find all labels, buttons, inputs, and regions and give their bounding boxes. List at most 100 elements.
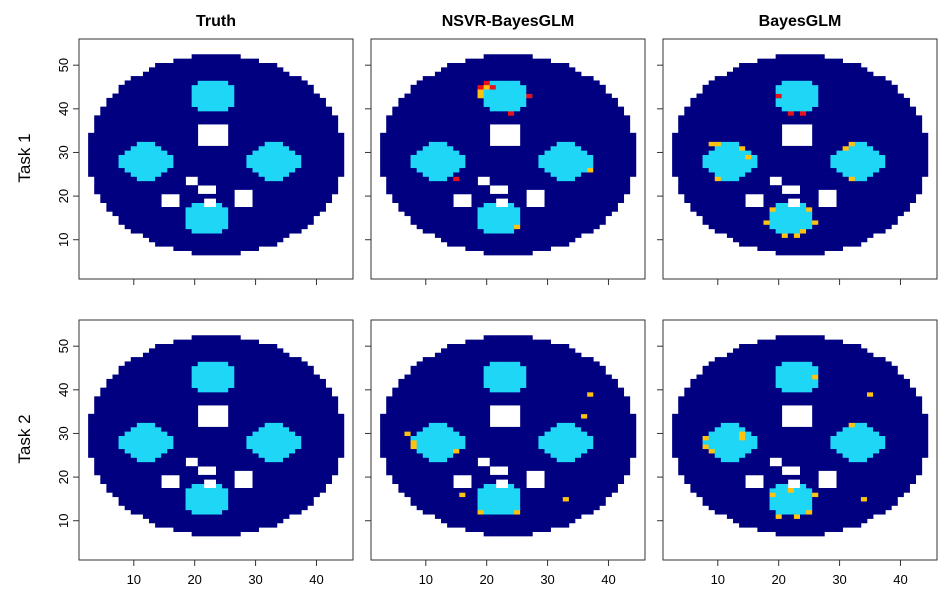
cell-background: [599, 194, 605, 199]
cell-background: [818, 181, 824, 186]
cell-background: [763, 63, 769, 68]
cell-active: [222, 107, 228, 112]
cell-active: [161, 155, 167, 160]
cell-active: [849, 172, 855, 177]
cell-background: [727, 89, 733, 94]
cell-background: [849, 233, 855, 238]
cell-background: [897, 146, 903, 151]
cell-background: [678, 190, 684, 195]
cell-active: [210, 216, 216, 221]
cell-background: [222, 63, 228, 68]
cell-background: [228, 54, 234, 59]
cell-background: [271, 238, 277, 243]
cell-background: [404, 111, 410, 116]
cell-background: [112, 466, 118, 471]
cell-background: [526, 150, 532, 155]
cell-background: [222, 159, 228, 164]
cell-active: [149, 449, 155, 454]
cell-background: [745, 185, 751, 190]
cell-background: [782, 67, 788, 72]
cell-background: [532, 185, 538, 190]
cell-background: [167, 514, 173, 519]
cell-background: [88, 423, 94, 428]
cell-background: [143, 80, 149, 85]
cell-background: [441, 111, 447, 116]
cell-active: [423, 159, 429, 164]
cell-background: [161, 488, 167, 493]
cell-background: [757, 150, 763, 155]
cell-background: [855, 115, 861, 120]
cell-background: [696, 181, 702, 186]
cell-background: [690, 150, 696, 155]
cell-background: [137, 190, 143, 195]
cell-background: [179, 150, 185, 155]
cell-background: [161, 366, 167, 371]
cell-background: [904, 111, 910, 116]
cell-active: [137, 150, 143, 155]
cell-background: [538, 72, 544, 77]
cell-background: [569, 238, 575, 243]
cell-background: [173, 505, 179, 510]
cell-background: [885, 194, 891, 199]
cell-background: [891, 194, 897, 199]
cell-background: [465, 168, 471, 173]
cell-background: [198, 59, 204, 64]
cell-background: [106, 168, 112, 173]
cell-background: [210, 115, 216, 120]
cell-active: [271, 168, 277, 173]
cell-background: [891, 155, 897, 160]
cell-background: [630, 159, 636, 164]
cell-background: [386, 190, 392, 195]
cell-active: [563, 155, 569, 160]
cell-background: [490, 181, 496, 186]
cell-background: [739, 85, 745, 90]
cell-background: [471, 185, 477, 190]
cell-background: [94, 462, 100, 467]
cell-background: [234, 251, 240, 256]
cell-background: [253, 67, 259, 72]
cell-background: [246, 242, 252, 247]
cell-background: [386, 146, 392, 151]
cell-background: [721, 111, 727, 116]
cell-active: [441, 163, 447, 168]
cell-background: [861, 67, 867, 72]
cell-background: [240, 181, 246, 186]
cell-background: [313, 190, 319, 195]
cell-background: [800, 150, 806, 155]
cell-background: [751, 168, 757, 173]
cell-background: [161, 185, 167, 190]
cell-background: [538, 216, 544, 221]
cell-background: [478, 102, 484, 107]
cell-active: [210, 102, 216, 107]
cell-background: [161, 353, 167, 358]
cell-background: [837, 233, 843, 238]
cell-background: [234, 67, 240, 72]
cell-background: [739, 107, 745, 112]
cell-background: [916, 172, 922, 177]
cell-background: [88, 163, 94, 168]
cell-background: [253, 89, 259, 94]
cell-background: [155, 514, 161, 519]
cell-background: [794, 251, 800, 256]
cell-background: [496, 181, 502, 186]
cell-background: [295, 80, 301, 85]
cell-background: [721, 124, 727, 129]
cell-background: [904, 172, 910, 177]
cell-background: [216, 63, 222, 68]
cell-background: [471, 102, 477, 107]
cell-background: [240, 142, 246, 147]
cell-active: [776, 85, 782, 90]
cell-background: [411, 107, 417, 112]
cell-background: [186, 150, 192, 155]
cell-background: [569, 76, 575, 81]
cell-background: [173, 340, 179, 345]
cell-background: [338, 137, 344, 142]
cell-background: [678, 142, 684, 147]
cell-background: [478, 76, 484, 81]
cell-background: [100, 172, 106, 177]
cell-background: [703, 133, 709, 138]
cell-background: [167, 427, 173, 432]
cell-background: [289, 102, 295, 107]
cell-background: [131, 102, 137, 107]
y-tick-label: 50: [56, 58, 71, 72]
